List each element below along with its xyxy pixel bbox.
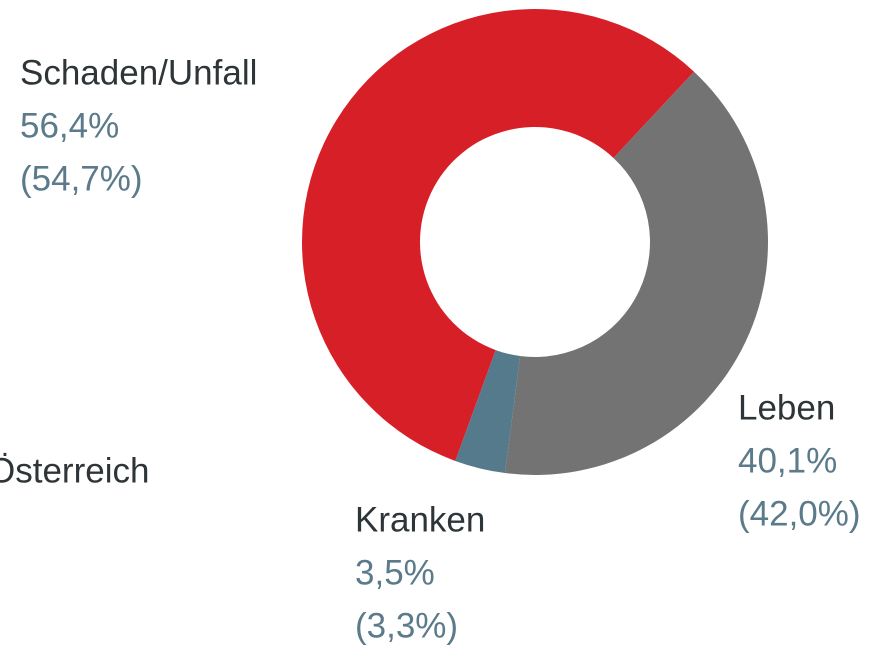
- prior-value-label: (3,3%): [355, 606, 458, 645]
- donut-slice: [504, 71, 768, 476]
- donut-slice: [302, 9, 695, 461]
- category-label: Kranken: [355, 500, 485, 539]
- category-label: Leben: [738, 388, 835, 427]
- category-label: Schaden/Unfall: [20, 53, 257, 92]
- value-label: 56,4%: [20, 106, 119, 145]
- value-label: 40,1%: [738, 441, 837, 480]
- side-label: Österreich: [0, 451, 149, 490]
- prior-value-label: (42,0%): [738, 494, 861, 533]
- donut-slice: [455, 350, 521, 474]
- prior-value-label: (54,7%): [20, 159, 143, 198]
- value-label: 3,5%: [355, 553, 435, 592]
